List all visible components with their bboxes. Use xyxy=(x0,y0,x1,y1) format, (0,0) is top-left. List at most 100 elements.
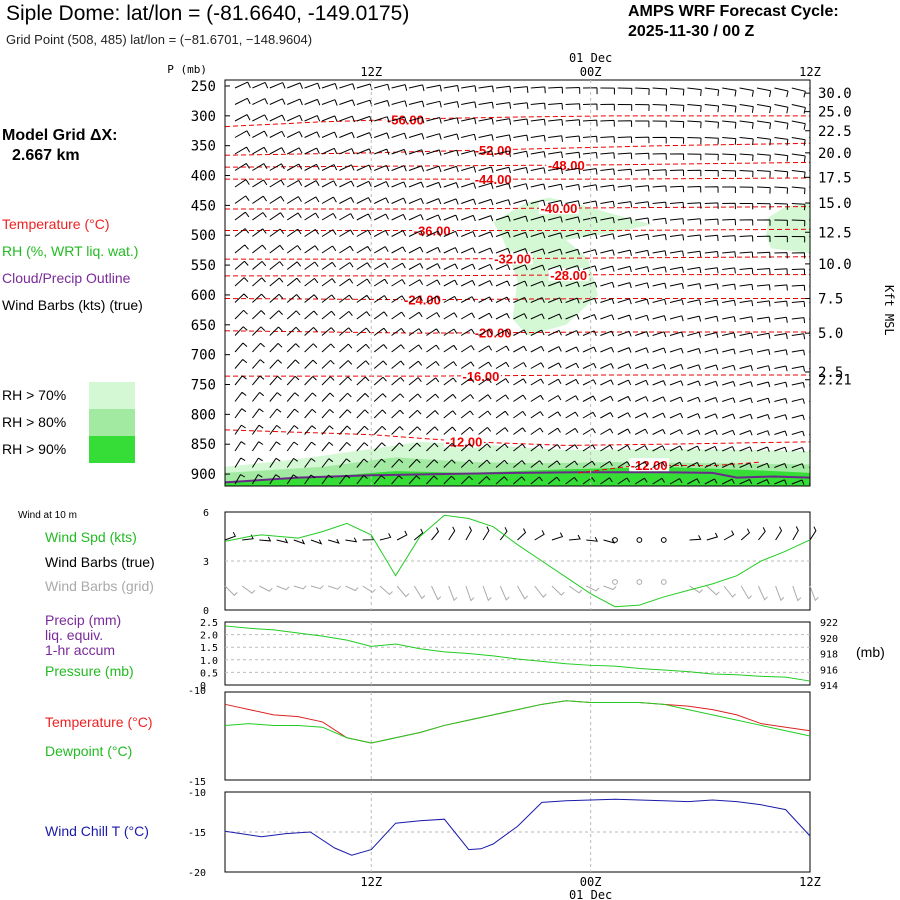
date-label: 01 Dec xyxy=(569,51,612,65)
pressure-tick-label: 850 xyxy=(191,437,216,453)
rh-region-70 xyxy=(766,202,810,254)
isotherm-line xyxy=(225,161,810,168)
legend-rh: RH (%, WRT liq. wat.) xyxy=(2,243,139,259)
temperature-line xyxy=(224,700,811,744)
isotherm-line xyxy=(225,374,810,377)
wind-chill-panel-frame xyxy=(224,791,811,873)
pressure-panel-frame xyxy=(224,621,811,686)
time-tick-label: 12Z xyxy=(799,65,821,79)
isotherm-label: -12.00 xyxy=(631,458,668,473)
pressure-unit-label: (mb) xyxy=(856,644,885,660)
wind-panel-title: Wind at 10 m xyxy=(18,510,77,521)
pressure-tick-label: 750 xyxy=(191,378,216,394)
pressure-tick-label-right: 914 xyxy=(820,681,838,692)
kft-tick-label: 22.5 xyxy=(818,124,852,140)
bottom-time-tick-label: 12Z xyxy=(360,875,382,889)
calm-marker-true xyxy=(660,537,667,543)
wind-barbs-grid xyxy=(224,585,819,602)
forecast-cycle-label: AMPS WRF Forecast Cycle: 2025-11-30 / 00… xyxy=(628,2,839,42)
isotherm-label: -20.00 xyxy=(475,326,512,341)
kft-tick-label: 30.0 xyxy=(818,86,852,102)
isotherm-line xyxy=(225,274,810,277)
calm-marker-true xyxy=(636,537,643,543)
isotherm-line xyxy=(225,115,810,128)
bottom-time-tick-label: 00Z xyxy=(580,875,602,889)
calm-marker-grid xyxy=(612,579,618,585)
wind-tick-label: 6 xyxy=(203,508,209,519)
legend-wind-barbs: Wind Barbs (kts) (true) xyxy=(2,297,143,313)
dewpoint-label: Dewpoint (°C) xyxy=(45,743,133,759)
wind-chill-tick-label: -20 xyxy=(188,868,206,879)
legend-rh90-swatch xyxy=(89,436,135,463)
isotherm-line xyxy=(225,177,810,180)
isotherm-label-bg xyxy=(473,325,514,339)
pressure-tick-label: 550 xyxy=(191,258,216,274)
precip-label-line2: liq. equiv. xyxy=(45,627,104,643)
model-grid-label: Model Grid ΔX: 2.667 km xyxy=(2,126,118,166)
time-tick-label: 12Z xyxy=(360,65,382,79)
pressure-label: Pressure (mb) xyxy=(45,663,134,679)
kft-tick-label: 12.5 xyxy=(818,225,852,241)
isotherm-label: -40.00 xyxy=(541,201,578,216)
isotherm-label: -52.00 xyxy=(475,143,512,158)
forecast-cycle-date: 2025-11-30 / 00 Z xyxy=(628,23,755,40)
legend-rh70-swatch xyxy=(89,382,135,409)
wind-speed-label: Wind Spd (kts) xyxy=(45,529,137,545)
calm-marker-grid xyxy=(660,579,667,585)
kft-tick-label: 7.5 xyxy=(818,292,843,308)
pressure-tick-label-right: 920 xyxy=(820,634,838,645)
isotherm-line xyxy=(225,206,810,210)
wind-barbs-grid-label: Wind Barbs (grid) xyxy=(45,578,154,594)
isotherm-label: -44.00 xyxy=(475,172,512,187)
temperature-tick-bottom: -15 xyxy=(188,777,206,788)
pressure-tick-label: 600 xyxy=(191,288,216,304)
isotherm-label-bg xyxy=(548,267,589,281)
isotherm-line xyxy=(225,298,810,301)
temperature-tick-top: -10 xyxy=(188,686,206,697)
wind-speed-line xyxy=(224,514,811,608)
precip-tick-label: 0 xyxy=(200,681,206,692)
kft-tick-label: 20.0 xyxy=(818,146,852,162)
kft-tick-label: 25.0 xyxy=(818,105,852,121)
kft-tick-label: 5.0 xyxy=(818,326,843,342)
precip-tick-label: 2.5 xyxy=(200,618,218,629)
isotherm-label-bg xyxy=(443,434,484,448)
legend-rh80-label: RH > 80% xyxy=(2,414,67,430)
bottom-time-tick-label: 12Z xyxy=(799,875,821,889)
calm-marker-true xyxy=(612,537,618,543)
page-title: Siple Dome: lat/lon = (-81.6640, -149.01… xyxy=(6,2,410,25)
wind-chill-line xyxy=(224,798,811,856)
legend-rh70-label: RH > 70% xyxy=(2,387,67,403)
isotherm-line xyxy=(225,228,810,231)
cross-section-frame xyxy=(224,79,811,487)
isotherm-label-bg xyxy=(538,201,579,215)
isotherm-label: -28.00 xyxy=(550,268,587,283)
wind-tick-label: 0 xyxy=(203,606,209,617)
wind-chill-tick-label: -10 xyxy=(188,788,206,799)
kft-tick-label: 2.5 xyxy=(818,365,843,381)
pressure-tick-label-right: 922 xyxy=(820,618,838,629)
model-grid-title: Model Grid ΔX: xyxy=(2,127,118,144)
isotherm-line xyxy=(225,429,810,446)
kft-tick-label: 15.0 xyxy=(818,196,852,212)
pressure-tick-label-right: 916 xyxy=(820,665,838,676)
time-tick-label: 00Z xyxy=(580,65,602,79)
kft-tick-label: 17.5 xyxy=(818,170,852,186)
precip-tick-label: 1.5 xyxy=(200,643,218,654)
isotherm-label-bg xyxy=(402,292,443,306)
precip-label: Precip (mm) liq. equiv. 1-hr accum xyxy=(45,613,121,658)
pressure-tick-label: 300 xyxy=(191,109,216,125)
precip-tick-label: 0.5 xyxy=(200,668,218,679)
pressure-tick-label: 350 xyxy=(191,139,216,155)
wind-chill-tick-label: -15 xyxy=(188,828,206,839)
pressure-tick-label: 650 xyxy=(191,318,216,334)
legend-rh80-swatch xyxy=(89,409,135,436)
wind-panel-frame xyxy=(224,511,811,611)
wind-barb-field xyxy=(234,81,810,485)
pressure-tick-label: 900 xyxy=(191,467,216,483)
wind-barbs xyxy=(234,81,810,485)
wind-barbs-true xyxy=(224,526,817,545)
rh-region-70 xyxy=(493,197,652,336)
precip-label-line3: 1-hr accum xyxy=(45,642,116,658)
